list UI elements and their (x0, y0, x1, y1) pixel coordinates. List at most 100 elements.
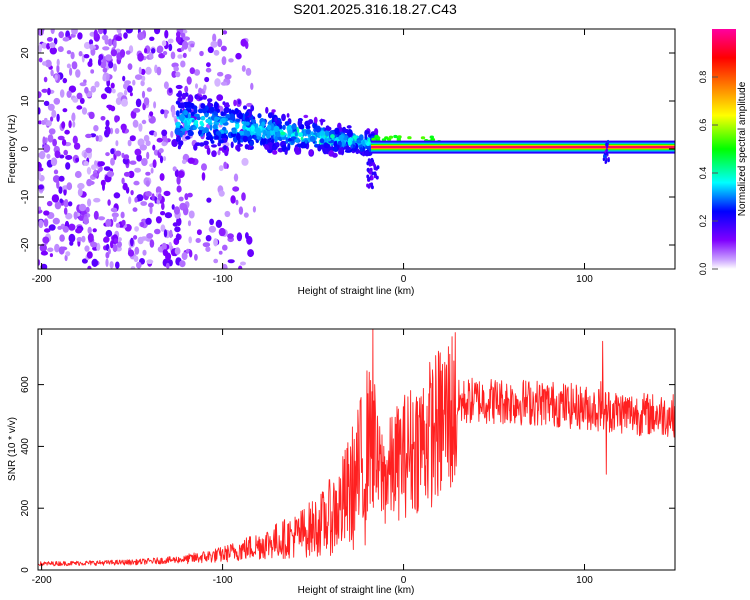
spectrogram-cell (146, 259, 154, 265)
spectrogram-cell (90, 85, 97, 93)
spectrogram-cell (38, 259, 41, 266)
spectrogram-cell (113, 215, 117, 222)
spectrogram-cell (235, 199, 239, 206)
spectrogram-cell (221, 263, 228, 269)
spectrogram-cell (159, 155, 164, 164)
spectrogram-cell (607, 158, 610, 163)
spectrogram-cell (108, 61, 114, 69)
spectrogram-cell (272, 150, 278, 155)
spectrogram-cell (297, 119, 303, 126)
spectrogram-cell (68, 223, 76, 231)
spectrogram-cell (94, 81, 100, 88)
spectrogram-cell (179, 114, 185, 122)
spectrogram-cell (173, 66, 179, 72)
spectrogram-cell (305, 128, 311, 135)
spectrogram-cell (184, 85, 189, 93)
spectrogram-cell (250, 119, 256, 124)
spectrogram-cell (85, 147, 92, 154)
spectrogram-cell (151, 48, 156, 54)
spectrogram-cell (46, 37, 53, 42)
spectrogram-cell (227, 233, 234, 239)
spectrogram-cell (192, 126, 197, 130)
spectrogram-cell (171, 109, 175, 118)
spectrogram-cell (372, 162, 376, 166)
spectrogram-cell (128, 196, 132, 205)
spectrogram-cell (307, 119, 314, 125)
spectrogram-cell (105, 152, 110, 157)
spectrogram-cell (284, 121, 290, 126)
spectrogram-cell (76, 92, 83, 100)
colorbar-label: Normalized spectral amplitude (737, 81, 748, 216)
spectrogram-cell (282, 124, 286, 130)
snr-xlabel: Height of straight line (km) (298, 585, 415, 596)
colorbar-tick-label: 0.2 (698, 215, 708, 228)
spectrogram-cell (162, 156, 167, 162)
spectrogram-cell (89, 58, 93, 64)
spectrogram-cell (122, 182, 128, 191)
spectrogram-cell (125, 50, 131, 55)
spectrogram-cell (110, 207, 118, 213)
spectrogram-cell (204, 76, 210, 83)
spectrogram-ytick-label: 0 (20, 146, 31, 152)
spectrogram-cell (170, 130, 174, 138)
spectrogram-cell (71, 29, 78, 35)
spectrogram-cell (92, 228, 97, 233)
spectrogram-cell (83, 41, 91, 50)
spectrogram-cell (163, 190, 171, 197)
spectrogram-cell (127, 139, 132, 147)
spectrogram-cell (189, 249, 193, 258)
spectrogram-cell (202, 94, 208, 100)
spectrogram-cell (234, 108, 240, 114)
spectrogram-cell (240, 38, 247, 47)
spectrogram-ylabel: Frequency (Hz) (7, 115, 18, 184)
spectrogram-cell (43, 100, 50, 106)
chart-title: S201.2025.316.18.27.C43 (293, 1, 457, 17)
spectrogram-cell (53, 97, 61, 105)
spectrogram-cell (115, 36, 123, 42)
spectrogram-cell (90, 69, 95, 74)
spectrogram-ytick-label: 20 (20, 47, 31, 59)
spectrogram-cell (86, 167, 92, 175)
colorbar-tick-label: 0.6 (698, 119, 708, 132)
spectrogram-cell (347, 138, 352, 146)
spectrogram-cell (73, 211, 78, 220)
spectrogram-cell (103, 29, 107, 35)
spectrogram-cell (183, 110, 188, 116)
spectrogram-cell (75, 227, 83, 234)
spectrogram-cell (77, 188, 83, 197)
spectrogram-cell (165, 252, 172, 261)
spectrogram-cell (111, 88, 116, 94)
spectrogram-cell (77, 32, 83, 40)
spectrogram-cell (68, 233, 76, 243)
spectrogram-cell (320, 118, 324, 126)
spectrogram-cell (150, 167, 154, 174)
snr-ytick-label: 0 (20, 567, 31, 573)
spectrogram-cell (315, 125, 321, 133)
spectrogram-cell (88, 111, 95, 120)
spectrogram-cell (205, 67, 212, 73)
spectrogram-cell (238, 112, 243, 120)
spectrogram-carrier-band (371, 146, 675, 148)
spectrogram-cell (127, 63, 133, 70)
spectrogram-cell (397, 135, 402, 139)
spectrogram-cell (52, 217, 60, 225)
spectrogram-cell (39, 150, 46, 160)
spectrogram-cell (152, 159, 157, 169)
spectrogram-cell (265, 106, 269, 114)
spectrogram-cell (102, 46, 110, 51)
spectrogram-cell (91, 258, 99, 267)
spectrogram-cell (266, 124, 272, 131)
snr-xtick-label: 0 (401, 575, 407, 586)
spectrogram-cell (134, 148, 142, 156)
spectrogram-cell (274, 135, 278, 143)
spectrogram-cell (225, 114, 231, 119)
spectrogram-cell (140, 221, 145, 228)
spectrogram-cell (188, 45, 192, 52)
spectrogram-cell (177, 97, 183, 102)
spectrogram-cell (47, 87, 51, 96)
spectrogram-cell (63, 207, 68, 215)
spectrogram-cell (287, 143, 291, 151)
colorbar-tick-label: 0.4 (698, 167, 708, 180)
spectrogram-cell (107, 199, 111, 206)
spectrogram-cell (211, 150, 217, 158)
